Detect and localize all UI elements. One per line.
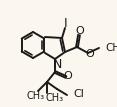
Text: O: O bbox=[86, 49, 94, 59]
Text: CH₃: CH₃ bbox=[105, 43, 117, 53]
Text: CH₃: CH₃ bbox=[46, 93, 64, 103]
Text: N: N bbox=[52, 57, 62, 71]
Text: I: I bbox=[64, 16, 68, 30]
Text: Cl: Cl bbox=[73, 89, 84, 99]
Text: O: O bbox=[76, 26, 84, 36]
Text: O: O bbox=[64, 71, 72, 81]
Text: CH₃: CH₃ bbox=[27, 91, 45, 101]
